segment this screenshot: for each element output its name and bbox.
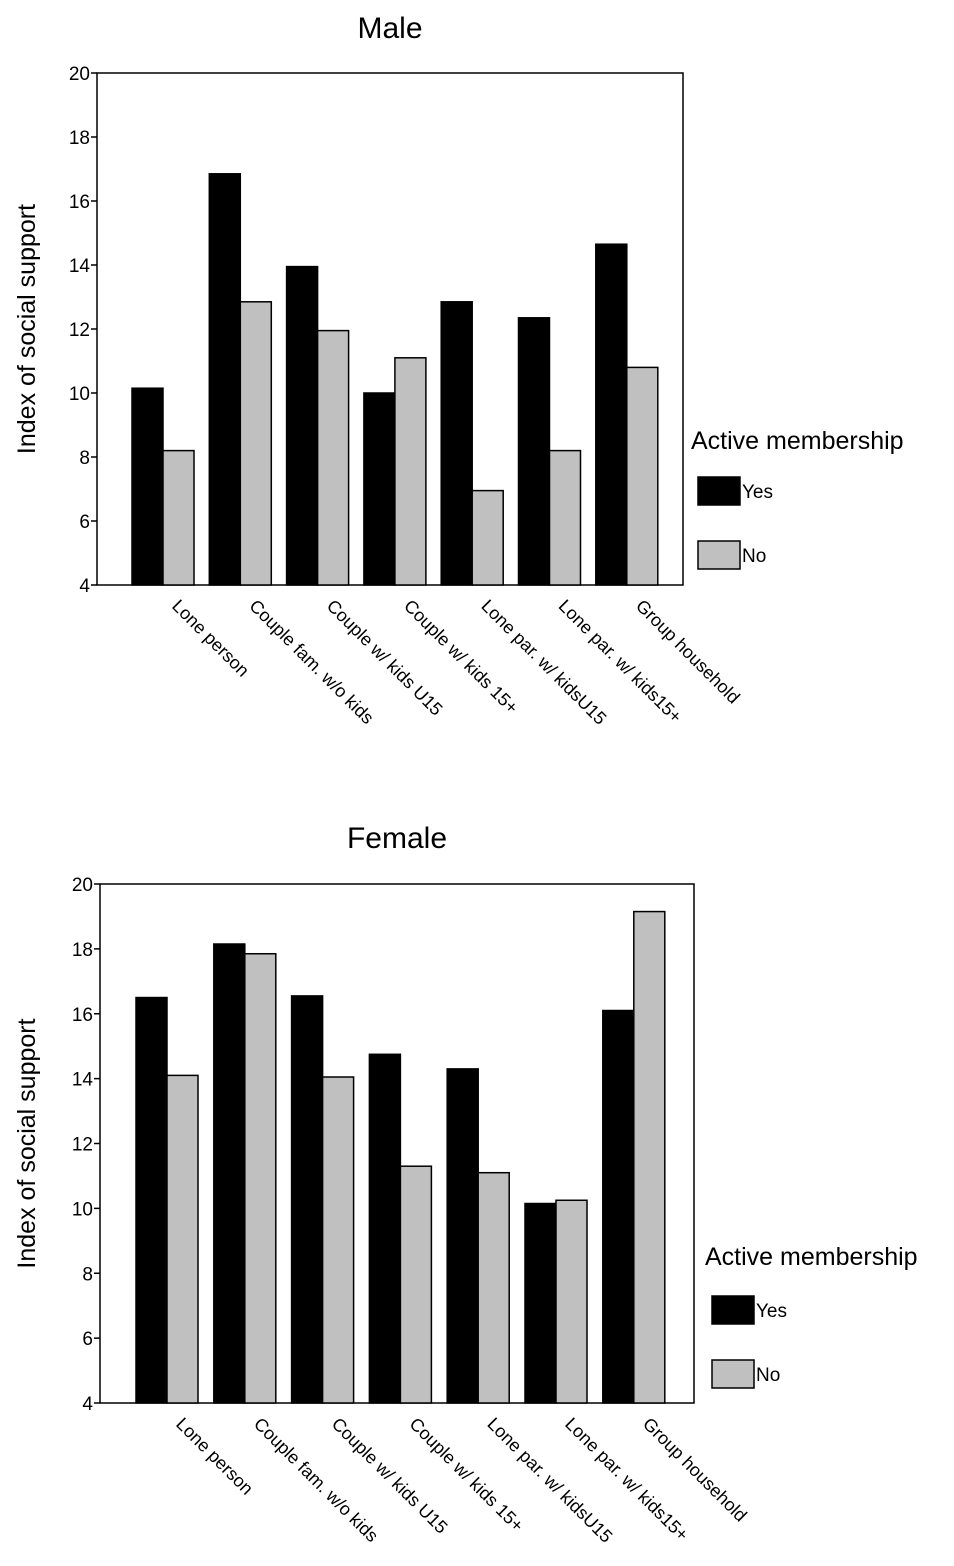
bar-yes	[290, 995, 324, 1404]
chart-female: Female 4 6 8 10 12 14 16 18 20 Index of social sup…	[13, 822, 918, 1547]
y-axis-label: Index of social support	[13, 1018, 41, 1268]
bar-yes	[213, 943, 246, 1404]
bar-yes	[602, 1009, 635, 1404]
y-tick-label: 14	[69, 256, 91, 277]
y-tick-label: 4	[82, 1394, 93, 1415]
legend-label-yes: Yes	[756, 1301, 787, 1322]
y-tick-label: 6	[82, 1329, 93, 1350]
y-tick-label: 8	[79, 448, 90, 469]
y-tick-label: 4	[79, 576, 90, 597]
y-tick-label: 20	[69, 64, 90, 85]
y-tick-label: 6	[79, 512, 90, 533]
bar-no	[316, 329, 350, 586]
x-tick-label: Lone par. w/ kidsU15	[477, 596, 610, 729]
y-tick-label: 18	[72, 940, 93, 961]
bar-no	[166, 1074, 199, 1404]
y-tick-label: 16	[72, 1005, 93, 1026]
legend-label-no: No	[756, 1365, 780, 1386]
y-tick-label: 20	[72, 875, 93, 896]
legend-swatch-no	[711, 1359, 755, 1389]
legend-label-no: No	[742, 546, 766, 567]
bar-no	[399, 1165, 433, 1404]
y-tick-label: 16	[69, 192, 90, 213]
bar-no	[633, 910, 666, 1404]
bar-yes	[446, 1068, 479, 1404]
legend-title: Active membership	[691, 427, 904, 455]
bar-no	[162, 449, 195, 586]
y-axis-label: Index of social support	[13, 204, 41, 454]
bar-no	[244, 952, 277, 1404]
chart-title: Female	[347, 822, 447, 855]
y-tick-label: 12	[69, 320, 90, 341]
y-tick-label: 14	[72, 1070, 94, 1091]
bar-yes	[135, 996, 168, 1404]
bar-no	[548, 449, 582, 586]
legend-swatch-yes	[697, 476, 741, 506]
bar-yes	[517, 317, 551, 586]
bar-no	[239, 301, 273, 586]
bar-no	[471, 489, 504, 586]
bar-no	[626, 366, 659, 586]
y-tick-label: 8	[82, 1264, 93, 1285]
x-tick-label: Lone person	[168, 596, 253, 681]
legend-swatch-yes	[711, 1295, 755, 1325]
legend-label-yes: Yes	[742, 482, 773, 503]
chart-title: Male	[357, 12, 422, 45]
bar-yes	[595, 243, 628, 586]
bar-no	[321, 1076, 355, 1404]
bar-no	[477, 1171, 510, 1404]
y-tick-label: 18	[69, 128, 90, 149]
bar-yes	[208, 173, 242, 586]
x-tick-label: Lone person	[172, 1414, 257, 1499]
y-tick-label: 10	[72, 1199, 93, 1220]
bar-yes	[131, 387, 164, 586]
bar-no	[555, 1199, 588, 1404]
bar-yes	[440, 301, 473, 586]
bar-no	[394, 357, 427, 586]
bar-yes	[368, 1053, 402, 1404]
legend-swatch-no	[697, 540, 741, 570]
y-tick-label: 10	[69, 384, 90, 405]
chart-male: Male 4 6 8 10 12 14 16 18 20 Index of social suppo…	[13, 12, 904, 729]
y-tick-label: 12	[72, 1135, 93, 1156]
bar-yes	[363, 392, 396, 586]
bar-yes	[524, 1202, 557, 1404]
legend-title: Active membership	[705, 1243, 918, 1271]
bar-yes	[285, 265, 319, 586]
